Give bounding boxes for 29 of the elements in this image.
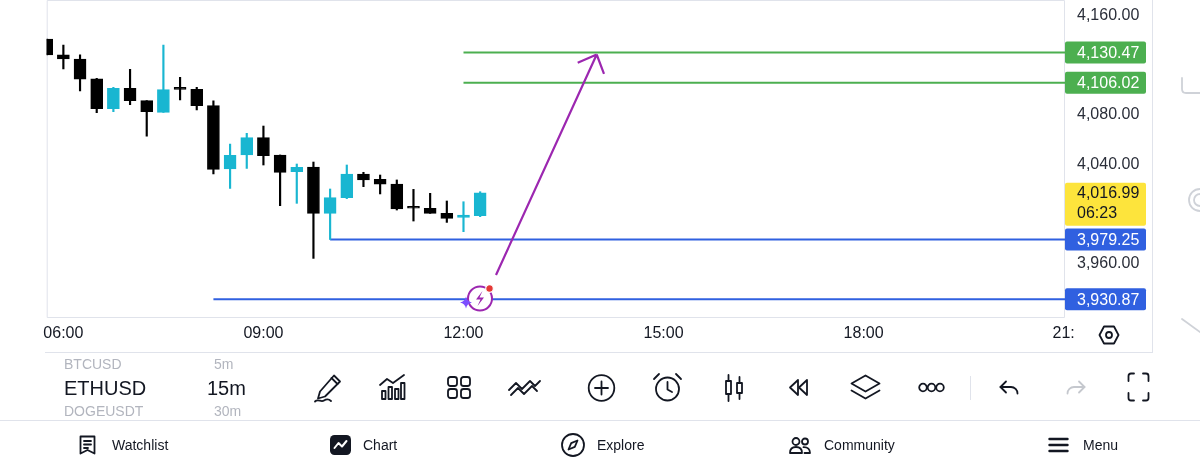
text: 06:23 [1077,204,1118,222]
y-tick-label: 4,040.00 [1077,154,1140,172]
x-tick-label: 15:00 [643,324,684,342]
data-label: 3,930.87 [1077,290,1140,308]
data-label: 4,106.02 [1077,74,1140,92]
text: Watchlist [112,437,169,453]
data-label: 3,979.25 [1077,230,1140,248]
candlestick [457,201,470,232]
text: 5m [214,356,234,372]
text: 30m [214,403,242,419]
y-tick-label: 4,160.00 [1077,6,1140,24]
text: BTCUSD [64,356,122,372]
y-tick-label: 3,960.00 [1077,253,1140,271]
text: ETHUSD [64,377,147,399]
x-tick-label: 18:00 [843,324,884,342]
text: DOGEUSDT [64,403,144,419]
x-tick-label: 09:00 [243,324,284,342]
y-tick-label: 4,080.00 [1077,105,1140,123]
text: 15m [207,377,246,399]
text: Menu [1083,437,1119,453]
text: Community [824,437,895,453]
candlestick [407,189,420,222]
x-tick-label: 12:00 [443,324,484,342]
text: Chart [363,437,398,453]
x-tick-label: 21: [1052,324,1075,342]
data-label: 4,130.47 [1077,43,1140,61]
text: Explore [597,437,645,453]
x-tick-label: 06:00 [43,324,84,342]
text: 4,016.99 [1077,184,1140,202]
